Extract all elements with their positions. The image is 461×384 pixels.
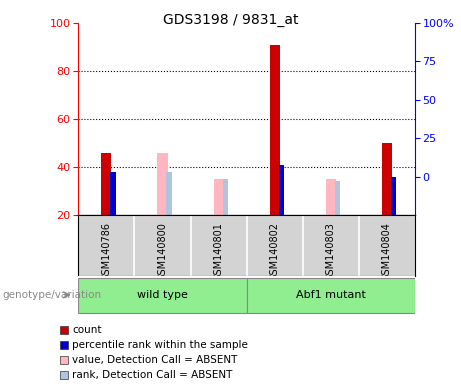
Bar bbox=[382, 143, 392, 215]
Bar bbox=[60, 326, 68, 334]
Text: genotype/variation: genotype/variation bbox=[2, 290, 101, 300]
Bar bbox=[270, 45, 280, 215]
Text: value, Detection Call = ABSENT: value, Detection Call = ABSENT bbox=[72, 355, 237, 365]
Bar bbox=[247, 278, 415, 313]
Text: Abf1 mutant: Abf1 mutant bbox=[296, 290, 366, 300]
Text: count: count bbox=[72, 325, 101, 335]
Bar bbox=[60, 356, 68, 364]
Text: GSM140803: GSM140803 bbox=[326, 222, 336, 281]
Text: wild type: wild type bbox=[137, 290, 188, 300]
Bar bbox=[110, 172, 116, 215]
Text: GSM140802: GSM140802 bbox=[270, 222, 280, 281]
Bar bbox=[213, 179, 224, 215]
Text: GSM140800: GSM140800 bbox=[158, 222, 167, 281]
Bar bbox=[166, 172, 172, 215]
Bar bbox=[158, 152, 167, 215]
Text: rank, Detection Call = ABSENT: rank, Detection Call = ABSENT bbox=[72, 370, 232, 380]
Text: GSM140801: GSM140801 bbox=[213, 222, 224, 281]
Text: GSM140804: GSM140804 bbox=[382, 222, 392, 281]
Text: GDS3198 / 9831_at: GDS3198 / 9831_at bbox=[163, 13, 298, 27]
Bar bbox=[391, 177, 396, 215]
Bar bbox=[101, 152, 112, 215]
Bar bbox=[326, 179, 336, 215]
Bar bbox=[60, 371, 68, 379]
Text: percentile rank within the sample: percentile rank within the sample bbox=[72, 340, 248, 350]
Bar bbox=[223, 179, 228, 215]
Text: GSM140786: GSM140786 bbox=[101, 222, 112, 281]
Bar bbox=[60, 341, 68, 349]
Bar bbox=[278, 165, 284, 215]
Bar bbox=[335, 182, 340, 215]
Bar bbox=[78, 278, 247, 313]
